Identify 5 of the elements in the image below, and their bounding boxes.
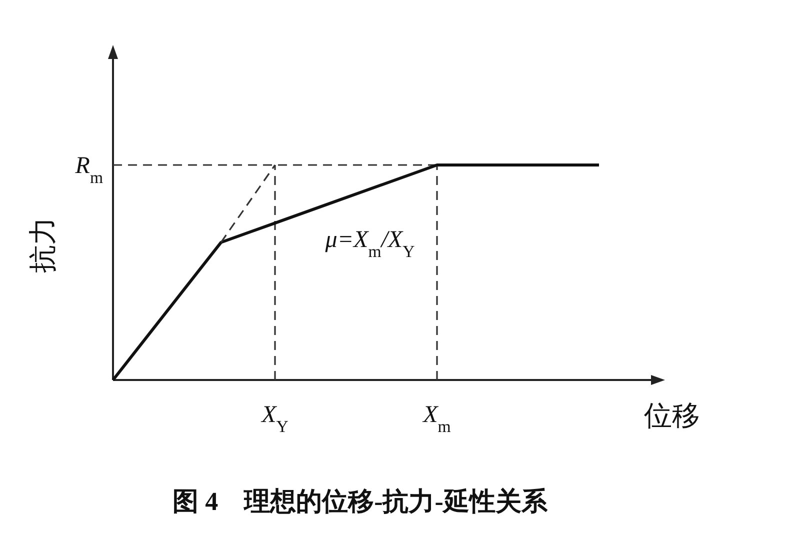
caption: 图 4 理想的位移-抗力-延性关系 (172, 487, 548, 516)
y-axis-title: 抗力 (28, 217, 59, 273)
annotation: μ=X$_{m}$/X$_{Y}$ (324, 227, 415, 260)
ref-line-label: R$_{m}$ (74, 153, 103, 186)
x-axis-title: 位移 (644, 401, 700, 432)
